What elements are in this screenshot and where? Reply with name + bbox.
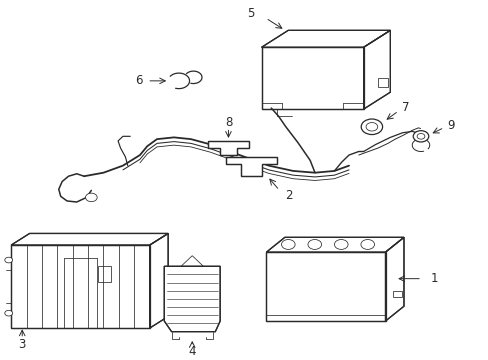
Text: 2: 2 <box>285 189 292 202</box>
Circle shape <box>5 257 13 263</box>
Text: 6: 6 <box>135 75 142 87</box>
Circle shape <box>361 119 382 135</box>
Polygon shape <box>385 237 403 321</box>
Polygon shape <box>207 141 249 155</box>
Text: 7: 7 <box>401 101 409 114</box>
Circle shape <box>334 239 347 249</box>
Circle shape <box>360 239 374 249</box>
Circle shape <box>281 239 295 249</box>
Text: 5: 5 <box>247 7 254 20</box>
Polygon shape <box>149 233 168 328</box>
Polygon shape <box>261 30 389 47</box>
Polygon shape <box>266 252 385 321</box>
Polygon shape <box>266 237 403 252</box>
Circle shape <box>5 310 13 316</box>
Polygon shape <box>225 157 277 176</box>
Circle shape <box>366 122 377 131</box>
Text: 1: 1 <box>430 272 437 285</box>
Polygon shape <box>261 47 363 109</box>
Text: 8: 8 <box>224 116 232 129</box>
Circle shape <box>307 239 321 249</box>
Polygon shape <box>11 233 168 245</box>
Polygon shape <box>11 245 149 328</box>
Circle shape <box>85 193 97 202</box>
Circle shape <box>416 134 424 139</box>
Polygon shape <box>164 266 220 332</box>
Text: 9: 9 <box>447 118 454 131</box>
Circle shape <box>412 131 428 142</box>
Text: 4: 4 <box>188 345 196 358</box>
Text: 3: 3 <box>19 338 26 351</box>
Polygon shape <box>363 30 389 109</box>
